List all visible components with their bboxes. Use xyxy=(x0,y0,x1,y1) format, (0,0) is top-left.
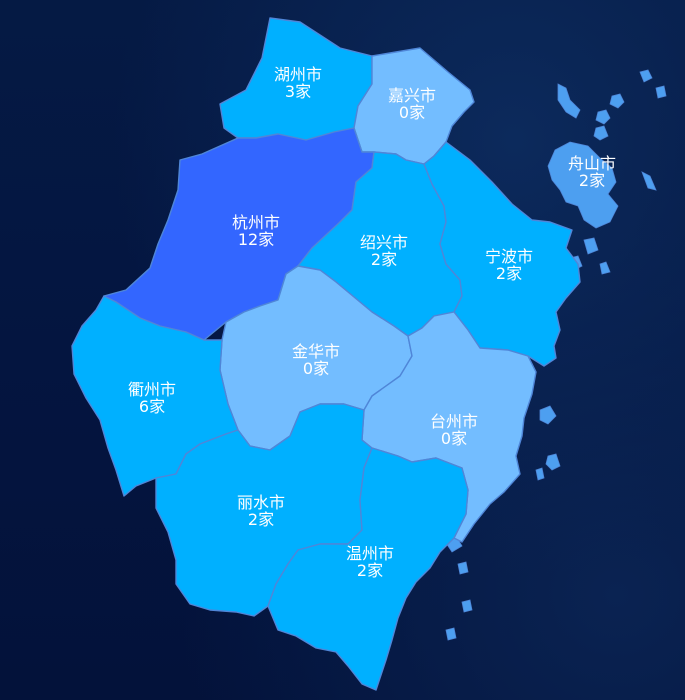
municipalities xyxy=(71,17,581,691)
zhoushan-island[interactable] xyxy=(599,261,611,275)
zhoushan-island[interactable] xyxy=(547,141,619,229)
region-ningbo[interactable] xyxy=(423,141,581,367)
zhoushan-island[interactable] xyxy=(641,171,657,191)
region-huzhou[interactable] xyxy=(219,17,373,141)
wenzhou-island[interactable] xyxy=(445,627,457,641)
zhoushan-island[interactable] xyxy=(655,85,667,99)
zhoushan-island[interactable] xyxy=(595,109,611,125)
taizhou-island[interactable] xyxy=(539,405,557,425)
taizhou-island[interactable] xyxy=(545,453,561,471)
region-wenzhou[interactable] xyxy=(267,447,469,691)
taizhou-island[interactable] xyxy=(535,467,545,481)
region-jiaxing[interactable] xyxy=(353,47,475,165)
zhoushan-island[interactable] xyxy=(557,83,581,119)
zhoushan-island[interactable] xyxy=(593,125,609,141)
zhoushan-island[interactable] xyxy=(583,237,599,255)
zhoushan-island[interactable] xyxy=(639,69,653,83)
wenzhou-island[interactable] xyxy=(461,599,473,613)
wenzhou-island[interactable] xyxy=(457,561,469,575)
zhoushan-island[interactable] xyxy=(609,93,625,109)
